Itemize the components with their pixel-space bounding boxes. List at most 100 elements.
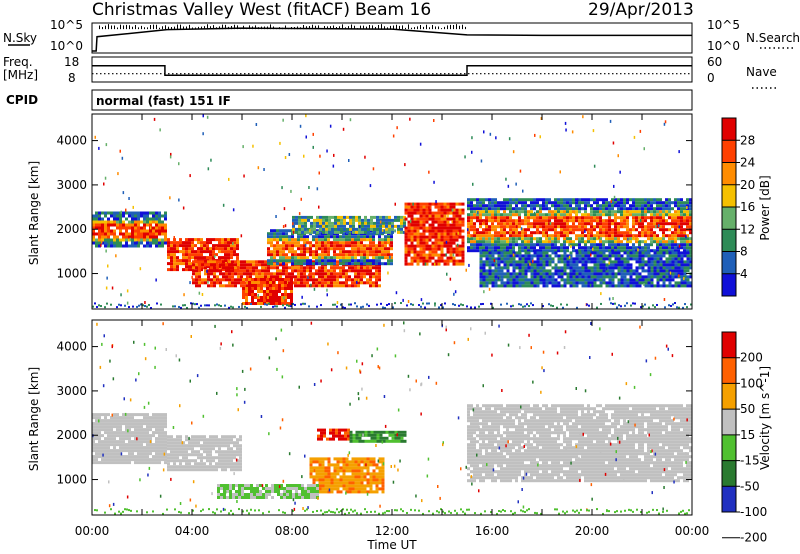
heatmap-cell xyxy=(407,211,411,215)
heatmap-cell xyxy=(530,257,534,261)
heatmap-cell xyxy=(542,251,546,255)
heatmap-cell xyxy=(602,234,605,238)
heatmap-speckle xyxy=(568,243,570,247)
heatmap-cell xyxy=(107,461,110,465)
heatmap-cell xyxy=(581,246,584,250)
heatmap-cell xyxy=(309,244,312,248)
heatmap-cell xyxy=(134,422,137,426)
heatmap-cell xyxy=(608,234,611,238)
heatmap-cell xyxy=(95,217,98,221)
heatmap-cell xyxy=(560,231,563,235)
heatmap-cell xyxy=(644,260,648,264)
heatmap-cell xyxy=(309,241,312,245)
heatmap-cell xyxy=(113,461,116,465)
heatmap-cell xyxy=(563,260,567,264)
heatmap-cell xyxy=(101,443,104,447)
heatmap-cell xyxy=(279,229,282,233)
heatmap-cell xyxy=(197,250,200,254)
heatmap-cell xyxy=(686,198,689,202)
heatmap-cell xyxy=(572,201,575,205)
heatmap-cell xyxy=(446,217,450,221)
heatmap-cell xyxy=(488,251,492,255)
heatmap-cell xyxy=(173,253,176,257)
heatmap-speckle xyxy=(568,255,571,259)
heatmap-cell xyxy=(288,272,291,276)
heatmap-speckle xyxy=(539,230,541,234)
heatmap-cell xyxy=(653,263,657,267)
heatmap-speckle xyxy=(396,126,398,130)
heatmap-cell xyxy=(569,210,572,214)
heatmap-cell xyxy=(554,228,557,232)
heatmap-cell xyxy=(521,269,525,273)
heatmap-cell xyxy=(288,241,291,245)
heatmap-cell xyxy=(485,204,488,208)
heatmap-cell xyxy=(345,253,348,257)
heatmap-cell xyxy=(257,290,260,293)
heatmap-cell xyxy=(524,201,527,205)
heatmap-cell xyxy=(626,257,630,261)
heatmap-cell xyxy=(596,237,599,241)
heatmap-cell xyxy=(300,256,303,260)
heatmap-cell xyxy=(647,222,650,226)
heatmap-cell xyxy=(238,305,240,308)
heatmap-cell xyxy=(179,262,182,266)
heatmap-cell xyxy=(641,281,645,285)
heatmap-cell xyxy=(413,235,417,239)
heatmap-cell xyxy=(282,244,285,248)
heatmap-cell xyxy=(671,260,675,264)
heatmap-speckle xyxy=(215,246,218,249)
heatmap-cell xyxy=(113,437,116,441)
heatmap-cell xyxy=(623,201,626,205)
heatmap-cell xyxy=(533,207,536,211)
heatmap-cell xyxy=(452,214,456,218)
heatmap-cell xyxy=(458,208,462,212)
heatmap-cell xyxy=(503,284,507,288)
heatmap-cell xyxy=(210,269,213,273)
heatmap-cell xyxy=(560,234,563,238)
heatmap-cell xyxy=(503,260,507,264)
heatmap-cell xyxy=(644,263,648,267)
heatmap-cell xyxy=(557,225,560,229)
heatmap-speckle xyxy=(495,260,498,263)
heatmap-cell xyxy=(551,225,554,229)
heatmap-cell xyxy=(536,210,539,214)
heatmap-cell xyxy=(641,210,644,214)
heatmap-cell xyxy=(142,304,144,307)
heatmap-cell xyxy=(375,269,378,273)
heatmap-cell xyxy=(581,249,584,253)
heatmap-cell xyxy=(400,230,403,234)
heatmap-cell xyxy=(131,217,134,221)
heatmap-cell xyxy=(521,275,525,279)
heatmap-cell xyxy=(526,303,528,306)
heatmap-cell xyxy=(584,263,588,267)
heatmap-cell xyxy=(276,262,279,266)
heatmap-cell xyxy=(413,220,417,224)
heatmap-cell xyxy=(497,284,501,288)
heatmap-cell xyxy=(273,275,276,279)
heatmap-cell xyxy=(641,251,645,255)
heatmap-cell xyxy=(482,207,485,211)
heatmap-cell xyxy=(515,222,518,226)
heatmap-cell xyxy=(98,431,101,435)
heatmap-cell xyxy=(470,246,473,250)
heatmap-cell xyxy=(545,207,548,211)
noise-sky-line xyxy=(92,27,692,52)
heatmap-cell xyxy=(282,272,285,276)
heatmap-cell xyxy=(605,275,609,279)
heatmap-cell xyxy=(113,419,116,423)
heatmap-cell xyxy=(602,240,605,244)
heatmap-cell xyxy=(195,260,198,264)
heatmap-cell xyxy=(440,232,444,236)
heatmap-cell xyxy=(539,257,543,261)
heatmap-cell xyxy=(491,198,494,202)
heatmap-cell xyxy=(653,210,656,214)
heatmap-speckle xyxy=(125,208,127,212)
heatmap-cell xyxy=(485,234,488,238)
heatmap-cell xyxy=(336,284,339,288)
heatmap-cell xyxy=(599,266,603,270)
heatmap-cell xyxy=(560,198,563,202)
heatmap-cell xyxy=(179,259,182,263)
heatmap-cell xyxy=(647,275,651,279)
heatmap-cell xyxy=(590,257,594,261)
heatmap-speckle xyxy=(505,177,507,181)
